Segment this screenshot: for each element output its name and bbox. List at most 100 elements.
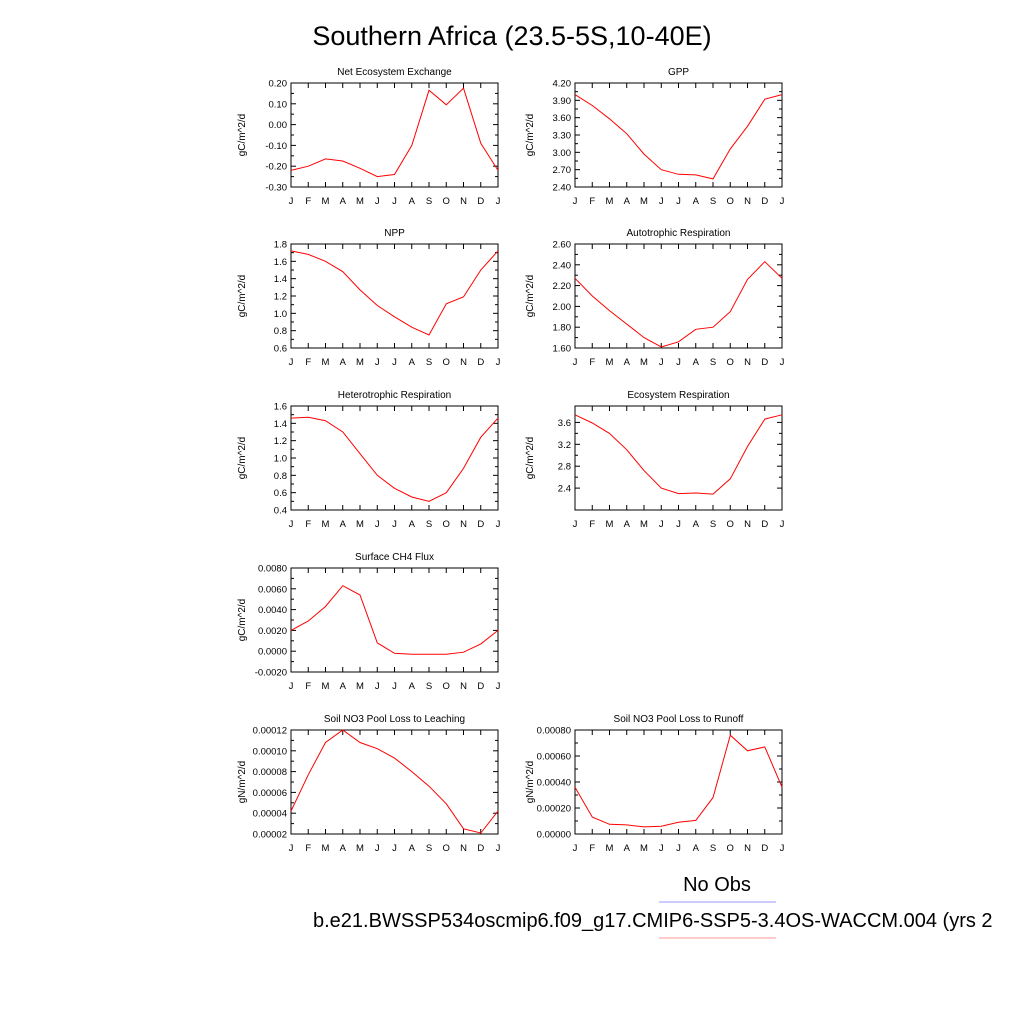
y-tick-label: 2.40: [553, 260, 572, 271]
x-tick-label: A: [693, 357, 700, 368]
figure-title: Southern Africa (23.5-5S,10-40E): [312, 21, 711, 51]
y-tick-label: 1.4: [274, 419, 287, 430]
panel-title: Heterotrophic Respiration: [338, 390, 451, 401]
x-tick-label: D: [477, 843, 484, 854]
x-tick-label: J: [289, 681, 294, 692]
x-tick-label: J: [496, 519, 501, 530]
x-tick-label: J: [375, 196, 380, 207]
x-tick-label: A: [409, 196, 416, 207]
x-tick-label: S: [710, 519, 716, 530]
y-tick-label: 0.20: [269, 79, 288, 90]
panel-7: Surface CH4 Flux gC/m^2/d -0.0020 0.0000 0.0…: [237, 552, 501, 692]
y-tick-label: 3.6: [558, 418, 571, 429]
panel-title: Soil NO3 Pool Loss to Runoff: [614, 714, 744, 725]
x-tick-label: S: [426, 519, 432, 530]
y-axis-label: gC/m^2/d: [237, 599, 248, 642]
y-tick-label: 0.00040: [537, 778, 571, 789]
y-tick-label: 0.00000: [537, 830, 571, 841]
x-tick-label: A: [340, 519, 347, 530]
x-tick-label: D: [761, 357, 768, 368]
y-tick-label: 1.0: [274, 454, 287, 465]
y-tick-label: 1.60: [553, 344, 572, 355]
x-tick-label: S: [710, 357, 716, 368]
x-tick-label: D: [477, 681, 484, 692]
x-tick-label: A: [624, 357, 631, 368]
y-tick-label: -0.20: [265, 162, 287, 173]
x-tick-label: N: [460, 196, 467, 207]
x-tick-label: F: [305, 196, 311, 207]
y-tick-label: 0.10: [269, 99, 288, 110]
y-tick-label: 2.60: [553, 240, 572, 251]
x-tick-label: M: [606, 196, 614, 207]
panel-5: Heterotrophic Respiration gC/m^2/d 0.4 0.6 0…: [237, 390, 501, 530]
x-tick-label: M: [322, 681, 330, 692]
y-tick-label: 2.20: [553, 281, 572, 292]
y-tick-label: 1.80: [553, 323, 572, 334]
x-tick-label: O: [727, 519, 734, 530]
panel-8: Soil NO3 Pool Loss to Leaching gN/m^2/d 0.…: [237, 714, 501, 854]
x-tick-label: O: [443, 519, 450, 530]
y-tick-label: 0.0080: [258, 564, 287, 575]
y-tick-label: 0.00006: [253, 788, 287, 799]
x-tick-label: M: [356, 519, 364, 530]
x-tick-label: M: [640, 357, 648, 368]
x-tick-label: F: [589, 519, 595, 530]
plot-frame: [574, 82, 783, 188]
panel-2: GPP gC/m^2/d 2.40 2.70 3.00 3.30 3.60 3.90 4.20 J…: [525, 67, 785, 207]
x-tick-label: J: [392, 196, 397, 207]
legend: No Obs b.e21.BWSSP534oscmip6.f09_g17.CMI…: [313, 874, 993, 939]
panel-6: Ecosystem Respiration gC/m^2/d 2.4 2.8 3.2 3.…: [525, 390, 785, 530]
x-tick-label: J: [659, 519, 664, 530]
x-tick-label: N: [460, 519, 467, 530]
x-tick-label: J: [392, 357, 397, 368]
x-tick-label: A: [340, 357, 347, 368]
x-tick-label: J: [392, 519, 397, 530]
y-axis-label: gN/m^2/d: [237, 761, 248, 804]
x-tick-label: A: [693, 196, 700, 207]
y-tick-label: 4.20: [553, 79, 572, 90]
y-tick-label: 2.4: [558, 484, 571, 495]
x-tick-label: J: [573, 843, 578, 854]
plot-frame: [574, 243, 783, 349]
x-tick-label: N: [744, 357, 751, 368]
y-tick-label: 0.6: [274, 488, 287, 499]
panel-title: Ecosystem Respiration: [627, 390, 729, 401]
y-tick-label: 1.6: [274, 402, 287, 413]
x-tick-label: J: [289, 843, 294, 854]
x-tick-label: O: [443, 357, 450, 368]
x-tick-label: J: [496, 196, 501, 207]
y-tick-label: 0.00004: [253, 809, 287, 820]
legend-obs-label: No Obs: [683, 874, 751, 896]
plot-frame: [290, 405, 499, 511]
y-axis-label: gC/m^2/d: [237, 114, 248, 157]
x-tick-label: M: [356, 357, 364, 368]
y-axis-label: gC/m^2/d: [525, 114, 536, 157]
y-tick-label: 0.00010: [253, 746, 287, 757]
y-tick-label: 0.6: [274, 344, 287, 355]
legend-case-label: b.e21.BWSSP534oscmip6.f09_g17.CMIP6-SSP5…: [313, 910, 993, 932]
y-tick-label: 0.00080: [537, 726, 571, 737]
y-tick-label: 3.90: [553, 96, 572, 107]
x-tick-label: J: [375, 681, 380, 692]
x-tick-label: S: [426, 196, 432, 207]
x-tick-label: F: [305, 519, 311, 530]
y-tick-label: 1.4: [274, 274, 287, 285]
x-tick-label: J: [289, 519, 294, 530]
x-tick-label: N: [460, 843, 467, 854]
x-tick-label: A: [340, 843, 347, 854]
x-tick-label: O: [443, 843, 450, 854]
x-tick-label: M: [322, 519, 330, 530]
x-tick-label: J: [676, 357, 681, 368]
y-tick-label: 3.00: [553, 148, 572, 159]
y-tick-label: 1.6: [274, 257, 287, 268]
series-line: [290, 729, 499, 834]
x-tick-label: J: [780, 357, 785, 368]
panel-title: Soil NO3 Pool Loss to Leaching: [324, 714, 465, 725]
series-line: [574, 94, 783, 180]
x-tick-label: F: [589, 196, 595, 207]
plot-frame: [574, 729, 783, 835]
x-tick-label: M: [606, 843, 614, 854]
x-tick-label: N: [744, 519, 751, 530]
x-tick-label: A: [409, 519, 416, 530]
